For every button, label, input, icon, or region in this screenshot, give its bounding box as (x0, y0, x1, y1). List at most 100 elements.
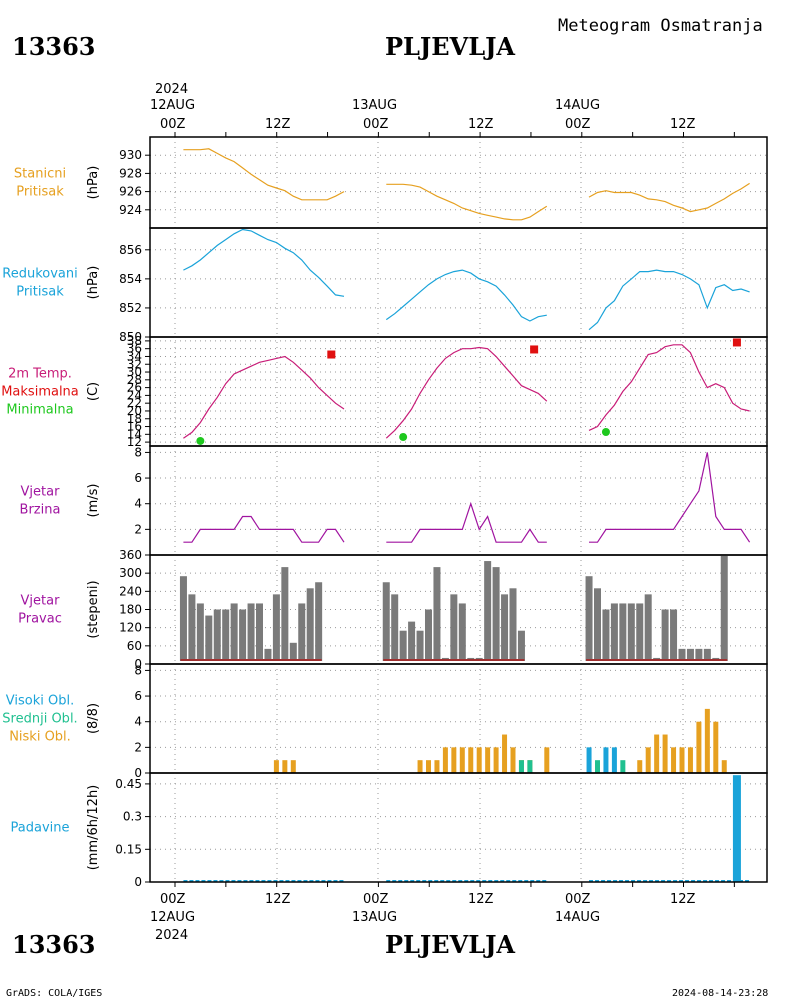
bottom-label-1: 12Z (265, 892, 291, 907)
wind-dir-bar (627, 603, 635, 661)
y-tick-label: 26 (127, 381, 142, 395)
low-cloud-bar (679, 747, 685, 773)
red_pressure-series-line (385, 269, 547, 322)
top-date-14aug: 14AUG (555, 98, 600, 113)
bottom-date-12aug: 12AUG (150, 910, 195, 925)
y-tick-label: 854 (119, 272, 142, 286)
footer-right: 2024-08-14-23:28 (672, 988, 768, 999)
y-tick-label: 60 (127, 639, 142, 653)
low-cloud-bar (687, 747, 693, 773)
wind-dir-bar (619, 603, 627, 661)
max-temp-point (732, 338, 741, 347)
mid-cloud-bar (595, 760, 600, 773)
bottom-date-14aug: 14AUG (555, 910, 600, 925)
wind-dir-bar (289, 642, 297, 661)
panel-title-line: 2m Temp. (8, 367, 72, 382)
wind-dir-bar (517, 630, 525, 661)
panel-wind_dir: 0 60 120 180 240 300 360 (stepeni) Vjetar Pravac (18, 548, 768, 671)
top-label-2: 00Z (363, 117, 389, 132)
wind-dir-bar (222, 609, 230, 661)
y-tick-label: 852 (119, 301, 142, 315)
min-temp-point (399, 433, 408, 442)
y-axis-label: (C) (86, 382, 101, 401)
high-cloud-bar (586, 747, 592, 773)
y-axis-label: (hPa) (86, 266, 101, 300)
panel-title-line: Redukovani (2, 267, 77, 282)
y-tick-label: 2 (134, 740, 142, 754)
low-cloud-bar (510, 747, 516, 773)
panel-title-line: Pravac (18, 612, 62, 627)
wind-dir-bar (272, 594, 280, 661)
top-label-4: 00Z (565, 117, 591, 132)
y-tick-label: 14 (127, 427, 142, 441)
y-tick-label: 930 (119, 148, 142, 162)
panel-frame (149, 227, 768, 338)
y-tick-label: 20 (127, 404, 142, 418)
panel-clouds: 0 2 4 6 8 (8/8) Visoki Obl. Srednji Obl. Niski O… (2, 663, 768, 780)
y-tick-label: 6 (134, 471, 142, 485)
panel-title-line: Vjetar (21, 485, 61, 500)
y-tick-label: 856 (119, 243, 142, 257)
wind-dir-bar (382, 582, 390, 661)
top-date-13aug: 13AUG (352, 98, 397, 113)
wind-dir-bar (594, 588, 601, 661)
wind-dir-bar (670, 609, 678, 661)
low-cloud-bar (713, 721, 719, 773)
wind-dir-bar (205, 615, 213, 661)
wind-dir-bar (416, 630, 424, 661)
bottom-label-5: 12Z (670, 892, 696, 907)
stn_pressure-series-line (183, 148, 345, 201)
y-tick-label: 0 (134, 875, 142, 889)
y-tick-label: 4 (134, 497, 142, 511)
wind-dir-bar (179, 576, 187, 661)
panel-frame (149, 136, 768, 229)
y-tick-label: 2 (134, 522, 142, 536)
wind-dir-bar (247, 603, 255, 661)
panel-frame (149, 445, 768, 556)
wind-dir-bar (585, 576, 593, 661)
y-tick-label: 28 (127, 373, 142, 387)
low-cloud-bar (637, 760, 643, 773)
temperature-series-line (183, 355, 345, 439)
bottom-label-0: 00Z (160, 892, 186, 907)
y-tick-label: 240 (119, 584, 142, 598)
panel-wind_speed: 2 4 6 8 (m/s) Vjetar Brzina (20, 445, 768, 556)
panel-frame (149, 772, 768, 883)
high-cloud-bar (603, 747, 609, 773)
y-tick-label: 4 (134, 715, 142, 729)
low-cloud-bar (290, 760, 296, 773)
wind-dir-bar (213, 609, 221, 661)
panel-title-line: Srednji Obl. (2, 712, 77, 727)
low-cloud-bar (451, 747, 457, 773)
mid-cloud-bar (620, 760, 626, 773)
y-tick-label: 300 (119, 566, 142, 580)
low-cloud-bar (282, 760, 288, 773)
panel-title-line: Vjetar (21, 594, 61, 609)
precip-bar (732, 775, 741, 882)
panel-stn_pressure: 924 926 928 930 (hPa) Stanicni Pritisak (14, 136, 768, 229)
wind-dir-bar (678, 648, 686, 661)
wind-dir-bar (306, 588, 314, 661)
top-label-5: 12Z (670, 117, 696, 132)
low-cloud-bar (544, 747, 550, 773)
panel-title-line: Brzina (20, 503, 61, 518)
wind-dir-bar (256, 603, 263, 661)
wind-dir-bar (281, 567, 289, 661)
wind-dir-bar (399, 630, 407, 661)
wind-dir-bar (264, 648, 272, 661)
panel-precip: 0 0.15 0.3 0.45 (mm/6h/12h) Padavine (11, 772, 768, 889)
y-tick-label: 32 (127, 357, 142, 371)
max-temp-point (530, 345, 539, 354)
wind-dir-bar (720, 555, 728, 661)
top-label-0: 00Z (160, 117, 186, 132)
panel-title-line: Padavine (11, 821, 70, 836)
low-cloud-bar (696, 721, 702, 773)
min-temp-point (196, 436, 205, 445)
wind-dir-bar (644, 594, 652, 661)
y-tick-label: 850 (119, 330, 142, 344)
wind_speed-series-line (589, 452, 751, 543)
panel-red_pressure: 850 852 854 856 (hPa) Redukovani Pritisak (2, 227, 768, 344)
red_pressure-series-line (183, 228, 345, 297)
wind-dir-bar (492, 567, 500, 661)
y-tick-label: 6 (134, 689, 142, 703)
